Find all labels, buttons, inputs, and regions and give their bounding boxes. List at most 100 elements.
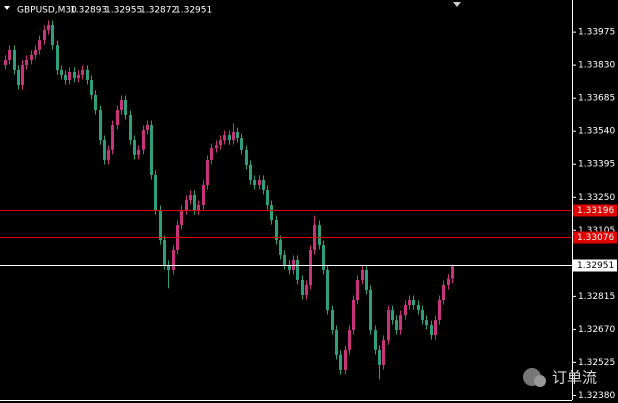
candle-body [356, 279, 359, 300]
candle-body [296, 259, 299, 280]
candle-body [326, 269, 329, 311]
candle-body [206, 159, 209, 185]
candle-body [382, 340, 385, 365]
quote-close: 1.32951 [175, 6, 212, 16]
candle-body [47, 25, 50, 31]
candle-body [56, 45, 59, 70]
candle-body [197, 205, 200, 211]
candle-body [434, 320, 437, 336]
candle-body [4, 59, 7, 65]
candle-body [185, 200, 188, 211]
candle-body [189, 194, 192, 200]
candle-body [81, 69, 84, 75]
candle-body [167, 264, 170, 270]
candle-body [64, 74, 67, 80]
candle-body [180, 210, 183, 226]
candle-body [365, 269, 368, 290]
price-level-tag [573, 204, 617, 217]
candle-body [245, 149, 248, 165]
candle-body [193, 194, 196, 211]
candle-body [133, 140, 136, 155]
candle-body [202, 184, 205, 206]
candle-body [425, 320, 428, 326]
y-tick-label: 1.33975 [578, 28, 615, 38]
candle-body [210, 148, 213, 160]
candle-body [301, 279, 304, 295]
candle-body [146, 125, 149, 131]
candle-body [172, 249, 175, 270]
candle-body [51, 25, 54, 46]
candle-body [77, 74, 80, 78]
symbol: GBPUSD,M30 [17, 6, 77, 16]
candle-body [159, 210, 162, 241]
y-tick-label: 1.32525 [578, 358, 615, 368]
candle-body [335, 330, 338, 355]
price-level-tag [573, 259, 617, 272]
price-level-tag [573, 231, 617, 244]
candle-body [111, 125, 114, 150]
candle-body [116, 110, 119, 126]
quote-low: 1.32872 [140, 6, 177, 16]
quote-high: 1.32955 [105, 6, 142, 16]
candle-body [142, 130, 145, 150]
candle-body [279, 240, 282, 255]
price-level-label: 1.32951 [577, 261, 614, 271]
candle-body [369, 289, 372, 331]
candle-body [378, 349, 381, 365]
candle-body [374, 330, 377, 350]
watermark: 订单流 [552, 369, 597, 387]
y-tick-label: 1.33830 [578, 61, 615, 71]
candle-body [408, 300, 411, 306]
candle-body [8, 49, 11, 60]
candle-body [124, 100, 127, 116]
candle-body [331, 310, 334, 331]
candle-body [258, 179, 261, 185]
quote-open: 1.32893 [70, 6, 107, 16]
candle-body [38, 40, 41, 50]
candle-body [417, 305, 420, 311]
candle-body [107, 149, 110, 160]
candle-body [25, 59, 28, 65]
y-tick-label: 1.32380 [578, 391, 615, 401]
candle-body [309, 249, 312, 285]
candle-body [103, 140, 106, 160]
candle-body [270, 205, 273, 221]
candle-body [94, 94, 97, 111]
candle-body [395, 320, 398, 331]
candle-body [399, 315, 402, 331]
candle-body [352, 300, 355, 331]
candle-body [90, 79, 93, 95]
candle-body [292, 259, 295, 270]
candle-body [339, 354, 342, 370]
price-level-label: 1.33196 [577, 206, 614, 216]
candle-body [262, 179, 265, 190]
candle-body [275, 220, 278, 241]
candle-body [266, 189, 269, 206]
candle-body [240, 138, 243, 150]
candle-body [215, 145, 218, 149]
candle-body [223, 135, 226, 141]
candle-body [344, 349, 347, 370]
candle-body [73, 71, 76, 78]
candle-body [430, 325, 433, 336]
plot-area: 1.33975 1.33830 1.33685 1.33540 1.33395 1.332… [0, 20, 617, 401]
candle-body [232, 132, 235, 141]
y-tick-label: 1.33395 [578, 160, 615, 170]
y-tick-label: 1.33105 [578, 226, 615, 236]
candle-body [412, 300, 415, 306]
candle-body [305, 284, 308, 295]
candle-body [163, 240, 166, 265]
candle-body [288, 264, 291, 270]
candle-body [13, 49, 16, 70]
candle-body [60, 69, 63, 75]
shift-marker[interactable] [453, 2, 461, 7]
candle-body [249, 164, 252, 180]
candle-body [348, 330, 351, 350]
menu-triangle[interactable] [4, 6, 10, 10]
candle-body [387, 310, 390, 341]
candle-body [236, 132, 239, 139]
candle-body [283, 254, 286, 265]
